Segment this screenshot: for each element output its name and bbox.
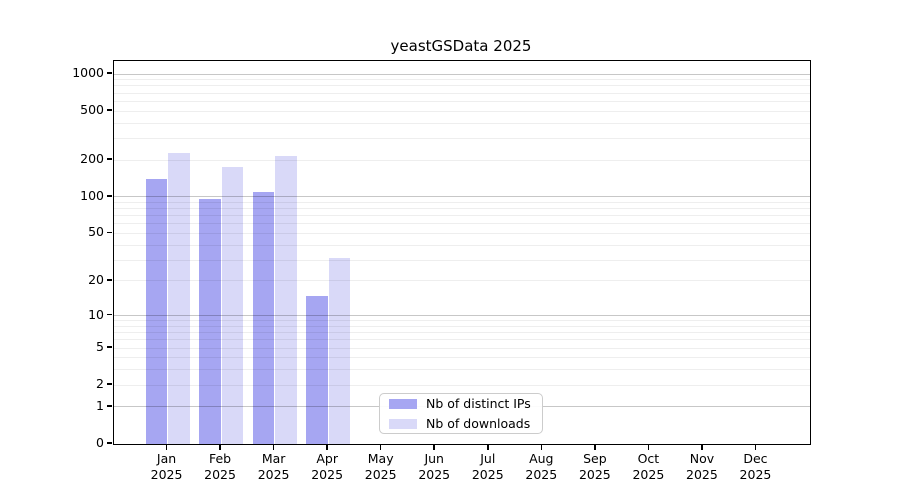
y-tick-label: 100 (80, 187, 104, 203)
distinct-ips-swatch-icon (389, 398, 417, 409)
x-tick-label-dec: Dec 2025 (739, 451, 772, 482)
grid-line-minor (114, 347, 810, 349)
grid-line-minor (114, 320, 810, 322)
x-tick (433, 444, 435, 450)
chart-title: yeastGSData 2025 (390, 37, 532, 55)
grid-line-minor (114, 159, 810, 161)
x-tick (272, 444, 275, 450)
grid-line-minor (114, 79, 810, 81)
grid-line-minor (114, 232, 810, 234)
y-tick-label: 1000 (72, 65, 104, 81)
grid-line-minor (114, 280, 810, 282)
x-tick-label-nov: Nov 2025 (686, 451, 718, 482)
grid-line-minor (114, 122, 810, 124)
y-tick (107, 279, 112, 281)
grid-line-minor (114, 85, 810, 87)
legend-label-distinct-ips: Nb of distinct IPs (426, 396, 531, 411)
x-tick (219, 444, 221, 450)
grid-line-minor (114, 92, 810, 94)
y-tick (107, 346, 112, 348)
grid-line-major (114, 73, 810, 75)
x-tick (647, 444, 650, 450)
grid-line-minor (114, 244, 810, 246)
y-tick-label: 50 (88, 224, 104, 240)
legend-row-downloads: Nb of downloads (389, 416, 533, 431)
x-tick-label-sep: Sep 2025 (578, 451, 611, 482)
plot-area (113, 60, 811, 445)
x-tick (540, 444, 543, 450)
y-tick (107, 158, 112, 160)
x-tick (487, 444, 489, 450)
grid-line-minor (114, 357, 810, 359)
legend: Nb of distinct IPs Nb of downloads (379, 393, 543, 434)
grid-line-minor (114, 208, 810, 210)
bar-apr-distinct-ips (306, 295, 328, 444)
grid-line-minor (114, 201, 810, 203)
x-tick-label-oct: Oct 2025 (632, 451, 665, 482)
y-tick (107, 383, 112, 385)
bar-feb-downloads (221, 167, 244, 444)
x-tick (165, 444, 168, 450)
bar-feb-distinct-ips (199, 199, 221, 444)
x-tick-label-may: May 2025 (364, 451, 397, 482)
y-tick-label: 20 (88, 271, 104, 287)
grid-line-minor (114, 384, 810, 386)
legend-label-downloads: Nb of downloads (426, 416, 531, 431)
y-tick (107, 231, 112, 234)
bar-apr-downloads (328, 258, 351, 444)
grid-line-minor (114, 215, 810, 217)
downloads-swatch-icon (389, 418, 417, 429)
y-tick (107, 313, 112, 316)
grid-line-minor (114, 100, 810, 102)
x-tick-label-aug: Aug 2025 (525, 451, 558, 482)
grid-line-minor (114, 110, 810, 112)
y-tick (107, 72, 112, 74)
grid-line-minor (114, 332, 810, 334)
grid-line-minor (114, 259, 810, 261)
x-tick-label-jan: Jan 2025 (150, 451, 183, 482)
x-tick-label-feb: Feb 2025 (204, 451, 236, 482)
x-tick (594, 444, 596, 450)
y-tick-label: 5 (96, 339, 104, 355)
grid-line-minor (114, 369, 810, 371)
y-tick-label: 2 (96, 376, 104, 392)
x-tick (326, 444, 328, 450)
x-tick (379, 444, 382, 450)
grid-line-major (114, 315, 810, 317)
y-tick (107, 195, 112, 197)
y-tick (107, 442, 112, 444)
grid-line-minor (114, 137, 810, 139)
legend-row-distinct-ips: Nb of distinct IPs (389, 396, 533, 411)
x-tick (701, 444, 703, 450)
bar-jan-distinct-ips (145, 179, 168, 444)
x-tick-label-jul: Jul 2025 (471, 451, 504, 482)
y-tick-label: 500 (80, 102, 104, 118)
x-tick-label-apr: Apr 2025 (311, 451, 344, 482)
bar-jan-downloads (168, 153, 190, 444)
x-tick-label-mar: Mar 2025 (257, 451, 290, 482)
grid-line-minor (114, 339, 810, 341)
bar-mar-distinct-ips (252, 191, 275, 444)
y-tick (107, 109, 112, 111)
y-tick-label: 200 (80, 151, 104, 167)
y-tick-label: 0 (96, 435, 104, 450)
grid-line-major (114, 196, 810, 198)
x-tick-label-jun: Jun 2025 (418, 451, 451, 482)
grid-line-minor (114, 325, 810, 327)
y-tick (107, 405, 112, 407)
bar-mar-downloads (275, 156, 297, 444)
y-tick-label: 10 (88, 306, 104, 322)
x-tick (754, 444, 757, 450)
y-tick-label: 1 (96, 397, 104, 413)
grid-line-minor (114, 223, 810, 225)
